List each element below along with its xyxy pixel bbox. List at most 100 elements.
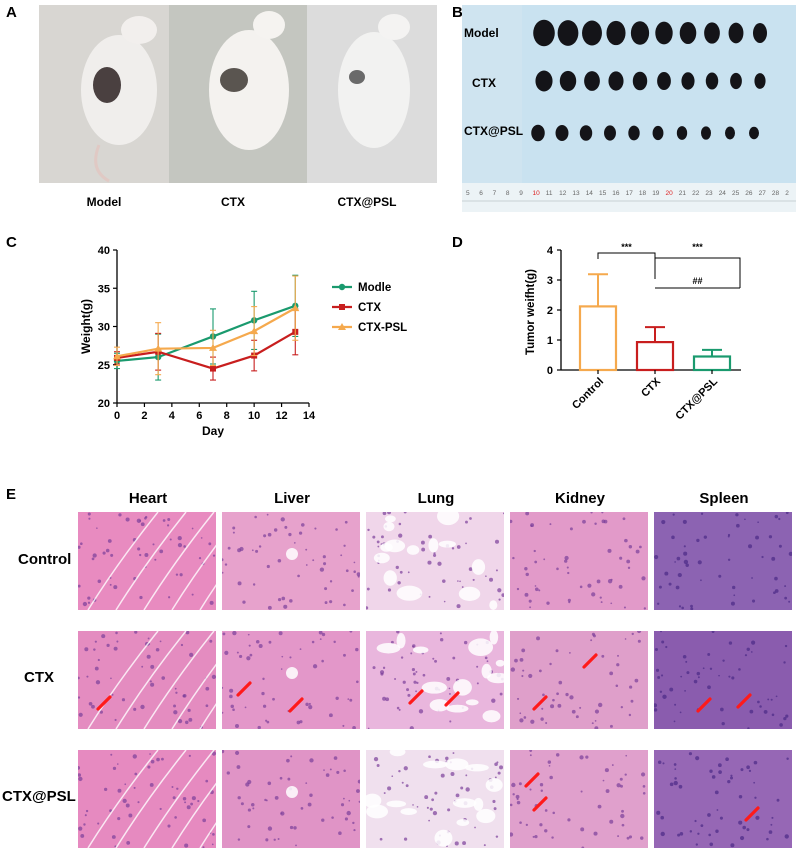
fiber-gap bbox=[143, 631, 215, 729]
nucleus bbox=[620, 784, 623, 788]
nucleus bbox=[682, 519, 687, 524]
nucleus bbox=[376, 540, 380, 544]
tissue-background bbox=[222, 512, 360, 610]
nucleus bbox=[674, 777, 677, 780]
nucleus bbox=[602, 779, 605, 782]
ruler-tick-label: 5 bbox=[466, 190, 470, 197]
x-tick-label: 2 bbox=[141, 410, 147, 422]
nucleus bbox=[265, 719, 268, 722]
nucleus bbox=[94, 666, 99, 671]
nucleus bbox=[491, 698, 496, 703]
nucleus bbox=[133, 786, 136, 789]
he-tile-ctx-psl-lung bbox=[366, 750, 504, 848]
nucleus bbox=[788, 600, 791, 603]
nucleus bbox=[255, 639, 260, 644]
nucleus bbox=[784, 644, 788, 648]
nucleus bbox=[605, 789, 610, 793]
nucleus bbox=[465, 542, 467, 545]
nucleus bbox=[321, 818, 325, 822]
nucleus bbox=[353, 570, 356, 573]
y-tick-label: 35 bbox=[98, 283, 110, 295]
ruler-tick-label: 18 bbox=[639, 190, 647, 197]
nucleus bbox=[289, 656, 292, 659]
nucleus bbox=[372, 666, 376, 670]
nucleus bbox=[616, 663, 620, 667]
nucleus bbox=[297, 574, 300, 578]
nucleus bbox=[111, 835, 116, 839]
data-point bbox=[291, 304, 300, 312]
nucleus bbox=[335, 696, 339, 700]
nucleus bbox=[662, 694, 667, 699]
nucleus bbox=[152, 543, 155, 546]
nucleus bbox=[597, 804, 602, 809]
lesion-arrow bbox=[532, 695, 548, 711]
nucleus bbox=[376, 764, 380, 768]
nucleus bbox=[658, 585, 662, 589]
alveolus bbox=[386, 800, 407, 808]
nucleus bbox=[356, 680, 359, 684]
nucleus bbox=[113, 646, 118, 651]
nucleus bbox=[616, 783, 621, 788]
alveolus bbox=[489, 631, 499, 645]
fiber-gap bbox=[199, 821, 216, 848]
nucleus bbox=[657, 602, 660, 605]
he-tissue-texture bbox=[366, 631, 504, 729]
nucleus bbox=[525, 823, 529, 827]
nucleus bbox=[628, 713, 632, 717]
nucleus bbox=[603, 519, 608, 524]
nucleus bbox=[679, 711, 682, 714]
lesion-arrow bbox=[744, 806, 760, 822]
nucleus bbox=[747, 727, 750, 729]
nucleus bbox=[78, 676, 80, 680]
sig-bracket bbox=[597, 252, 656, 259]
nucleus bbox=[543, 558, 546, 561]
nucleus bbox=[519, 821, 522, 824]
nucleus bbox=[693, 679, 698, 684]
nucleus bbox=[144, 553, 149, 557]
he-tissue-texture bbox=[222, 512, 360, 610]
nucleus bbox=[738, 668, 741, 671]
nucleus bbox=[590, 639, 593, 642]
he-tile-ctx-liver bbox=[222, 631, 360, 729]
nucleus bbox=[549, 775, 553, 780]
nucleus bbox=[186, 805, 191, 810]
lesion-arrow bbox=[524, 772, 540, 788]
legend-label: CTX bbox=[358, 302, 381, 314]
fiber-gap bbox=[171, 544, 216, 610]
nucleus bbox=[428, 534, 433, 539]
nucleus bbox=[549, 662, 552, 666]
nucleus bbox=[539, 823, 543, 827]
alveolus bbox=[373, 552, 390, 564]
alveolus bbox=[452, 798, 477, 808]
nucleus bbox=[416, 681, 419, 685]
col-spleen: Spleen bbox=[699, 490, 749, 507]
nucleus bbox=[493, 807, 497, 811]
he-tile-control-spleen bbox=[654, 512, 792, 610]
nucleus bbox=[161, 757, 164, 761]
nucleus bbox=[567, 571, 570, 575]
nucleus bbox=[744, 654, 748, 657]
nucleus bbox=[342, 724, 345, 727]
y-tick-label: 0 bbox=[547, 365, 553, 377]
alveolus bbox=[489, 600, 498, 610]
nucleus bbox=[541, 707, 544, 710]
tumor bbox=[604, 125, 616, 141]
y-tick-label: 4 bbox=[547, 245, 554, 257]
nucleus bbox=[229, 688, 234, 693]
nucleus bbox=[700, 824, 704, 828]
nucleus bbox=[232, 526, 236, 530]
nucleus bbox=[700, 512, 704, 515]
nucleus bbox=[346, 810, 351, 816]
nucleus bbox=[668, 582, 672, 586]
nucleus bbox=[426, 806, 429, 809]
nucleus bbox=[267, 781, 272, 786]
nucleus bbox=[416, 806, 419, 808]
nucleus bbox=[515, 794, 520, 799]
nucleus bbox=[755, 815, 760, 820]
nucleus bbox=[307, 802, 312, 807]
nucleus bbox=[205, 704, 209, 708]
nucleus bbox=[147, 637, 150, 640]
ruler-tick-label: 21 bbox=[679, 190, 687, 197]
nucleus bbox=[247, 633, 250, 636]
alveolus bbox=[413, 646, 429, 654]
